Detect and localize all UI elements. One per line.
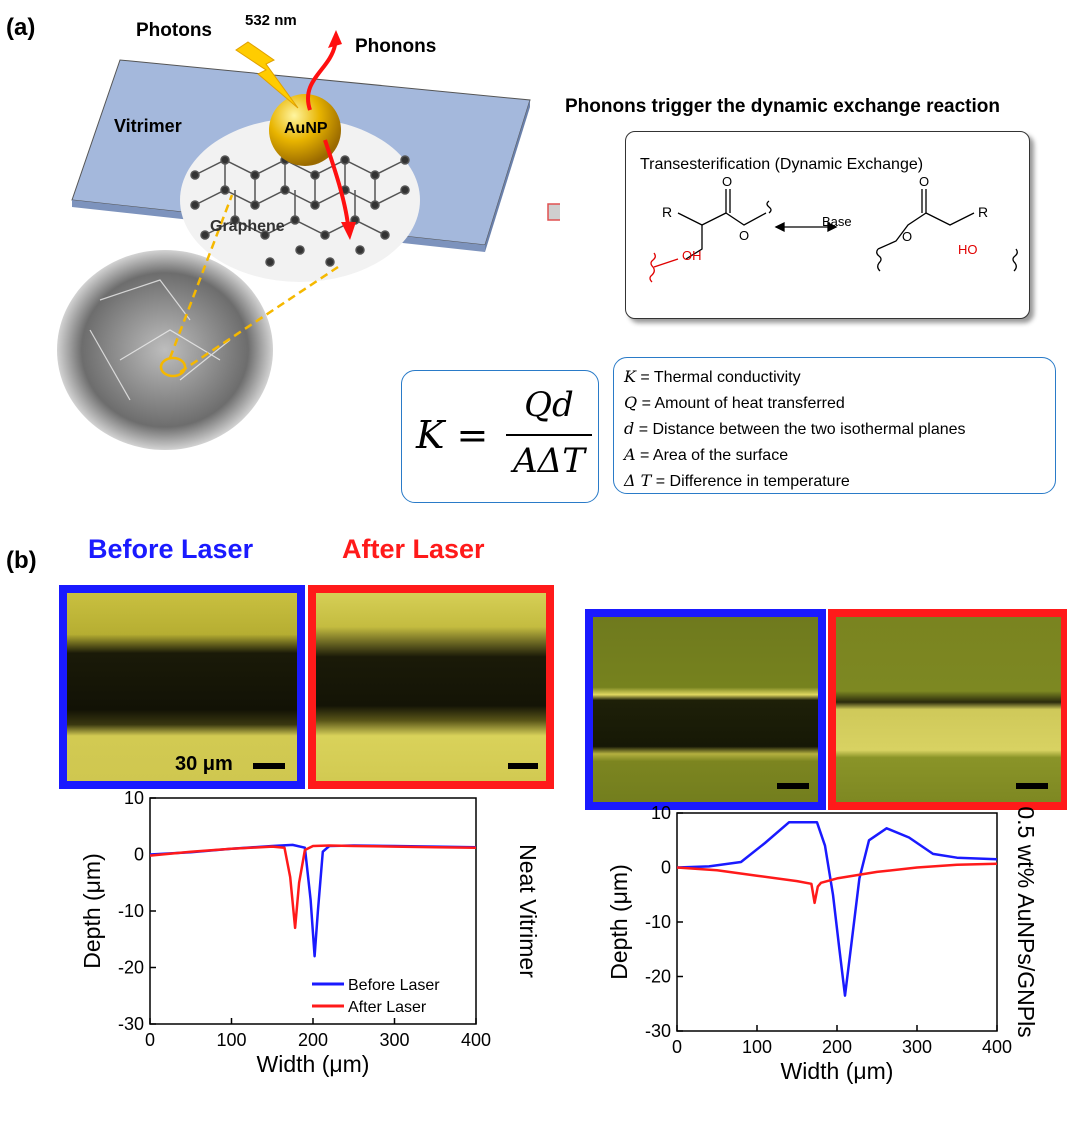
y-tick-label: -20 [118, 958, 144, 978]
y-tick-label: -30 [645, 1021, 671, 1041]
series-line [676, 862, 998, 905]
x-tick-label: 200 [822, 1037, 852, 1057]
vitrimer-slab-side [485, 100, 530, 252]
legend-row: A = Area of the surface [624, 445, 789, 464]
y-tick-label: 10 [651, 803, 671, 823]
series-line [676, 821, 998, 997]
formula-numerator: Qd [524, 385, 574, 425]
reaction-scheme [649, 189, 1018, 283]
sem-image [57, 250, 273, 450]
legend-row: K = Thermal conductivity [624, 367, 801, 386]
y-tick-label: -10 [645, 912, 671, 932]
lightning-bolt-icon [235, 41, 299, 109]
x-tick-label: 200 [298, 1030, 328, 1050]
side-label: 0.5 wt% AuNPs/GNPls [1013, 806, 1039, 1037]
reaction-box-title: Transesterification (Dynamic Exchange) [640, 156, 924, 173]
legend-row: d = Distance between the two isothermal … [624, 419, 966, 438]
after-laser-heading: After Laser [342, 534, 485, 564]
aunp-sphere [269, 94, 341, 166]
panel-a-label: (a) [6, 14, 36, 41]
x-axis-label: Width (μm) [781, 1058, 894, 1084]
formula-fraction-bar [506, 434, 592, 436]
x-axis-label: Width (μm) [257, 1051, 370, 1077]
x-tick-label: 0 [145, 1030, 155, 1050]
vitrimer-label: Vitrimer [114, 116, 182, 136]
ho-right: HO [958, 242, 978, 257]
legend-row: Q = Amount of heat transferred [624, 393, 845, 412]
r-right: R [978, 204, 989, 220]
graphene-lattice [190, 155, 410, 267]
scale-bar [777, 783, 809, 789]
x-tick-label: 300 [379, 1030, 409, 1050]
before-laser-heading: Before Laser [88, 534, 254, 564]
o-right-mid: O [902, 229, 913, 244]
reaction-arrow-icon [547, 203, 560, 221]
phonon-arrow-down [323, 139, 350, 226]
x-tick-label: 300 [902, 1037, 932, 1057]
phonon-arrow-up [306, 44, 337, 111]
oh-left: OH [682, 248, 702, 263]
y-tick-label: -10 [118, 901, 144, 921]
y-tick-label: -30 [118, 1014, 144, 1034]
photons-label: Photons [136, 20, 212, 41]
y-tick-label: 0 [134, 845, 144, 865]
reaction-box: Transesterification (Dynamic Exchange) R… [625, 131, 1030, 319]
x-tick-label: 400 [982, 1037, 1012, 1057]
formula-box: K = Qd AΔT [401, 370, 599, 503]
y-axis-label: Depth (μm) [79, 853, 105, 969]
scale-bar [508, 763, 538, 769]
x-tick-label: 100 [216, 1030, 246, 1050]
graphene-circle [180, 118, 420, 282]
o-right-top: O [919, 174, 930, 189]
wavelength-label: 532 nm [245, 12, 297, 29]
y-tick-label: -20 [645, 967, 671, 987]
scale-bar [1016, 783, 1048, 789]
variable-legend-box: K = Thermal conductivity Q = Amount of h… [613, 357, 1056, 494]
y-tick-label: 0 [661, 858, 671, 878]
x-tick-label: 400 [461, 1030, 491, 1050]
x-tick-label: 100 [742, 1037, 772, 1057]
legend-row: Δ T = Difference in temperature [624, 471, 850, 490]
graphene-label: Graphene [210, 218, 285, 235]
y-axis-label: Depth (μm) [606, 864, 632, 980]
micrograph-before-composite [585, 609, 826, 810]
series-line [149, 843, 477, 958]
micrograph-after-neat [308, 585, 554, 789]
base-label: Base [822, 214, 852, 229]
scale-label: 30 μm [175, 753, 233, 775]
o-left-mid: O [739, 228, 750, 243]
aunp-label: AuNP [284, 120, 328, 137]
o-left-top: O [722, 174, 733, 189]
reaction-title: Phonons trigger the dynamic exchange rea… [565, 96, 1000, 117]
x-tick-label: 0 [672, 1037, 682, 1057]
series-line [149, 844, 477, 930]
phonons-label: Phonons [355, 36, 437, 57]
scale-bar [253, 763, 285, 769]
legend-label: Before Laser [348, 977, 440, 994]
r-left: R [662, 204, 673, 220]
formula-denominator: AΔT [513, 441, 585, 481]
micrograph-after-composite [828, 609, 1067, 810]
schematic-illustration [57, 30, 560, 450]
micrograph-before-neat: 30 μm [59, 585, 305, 789]
legend-label: After Laser [348, 999, 427, 1016]
y-tick-label: 10 [124, 788, 144, 808]
formula-lhs: K = [416, 413, 489, 457]
panel-b-label: (b) [6, 547, 37, 574]
side-label: Neat Vitrimer [515, 844, 541, 978]
